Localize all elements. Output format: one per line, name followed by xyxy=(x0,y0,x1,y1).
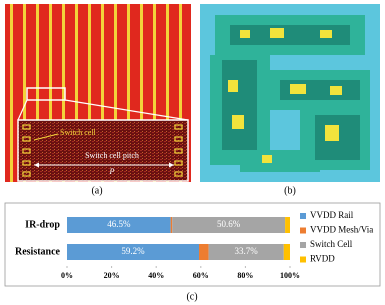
legend-label: VVDD Mesh/Via xyxy=(310,225,373,235)
legend-label: VVDD Rail xyxy=(310,210,354,220)
annotation: Switch cell xyxy=(60,128,97,137)
value-label: 46.5% xyxy=(107,219,131,229)
panel-b: (b) xyxy=(200,4,380,196)
value-label: 50.6% xyxy=(217,219,241,229)
annotation: P xyxy=(109,167,115,176)
annotation-arrow xyxy=(33,133,59,141)
legend-swatch xyxy=(300,213,306,219)
x-tick-label: 80% xyxy=(237,271,253,280)
bar-segment xyxy=(172,217,286,233)
bar-segment xyxy=(285,217,290,233)
switch-cells xyxy=(22,124,183,177)
x-tick-label: 0% xyxy=(61,271,73,280)
bar-segment xyxy=(67,217,171,233)
zoom-box xyxy=(26,87,66,101)
chart: 0% 20% 40% 60% 80% 100% IR-drop 46.5% 50.6% Resis… xyxy=(15,210,373,280)
legend-label: Switch Cell xyxy=(310,239,353,249)
value-label: 59.2% xyxy=(121,246,145,256)
bar-segment xyxy=(170,217,173,233)
annotation: Switch cell pitch xyxy=(85,151,139,160)
x-tick-label: 40% xyxy=(148,271,164,280)
zoom-line xyxy=(64,99,189,121)
panel-label: (a) xyxy=(91,185,102,196)
zoom-inset xyxy=(17,119,189,182)
legend-swatch xyxy=(300,227,306,234)
legend-label: RVDD xyxy=(310,254,335,264)
x-tick-label: 100% xyxy=(280,271,300,280)
x-tick-label: 20% xyxy=(104,271,120,280)
bar-segment xyxy=(199,244,209,260)
panel-label: (c) xyxy=(186,291,197,302)
legend-swatch xyxy=(300,242,306,248)
category-label: IR-drop xyxy=(25,219,60,230)
x-tick-label: 60% xyxy=(193,271,209,280)
legend-swatch xyxy=(300,256,306,263)
category-label: Resistance xyxy=(15,246,61,257)
value-label: 33.7% xyxy=(235,246,259,256)
bar-segment xyxy=(283,244,290,260)
ir-map-hotspot xyxy=(228,28,342,163)
zoom-line xyxy=(17,99,28,121)
bar-segment xyxy=(67,244,200,260)
panel-a: Switch cell Switch cell pitch P (a) xyxy=(5,4,191,196)
panel-label: (b) xyxy=(284,185,296,196)
bar-segment xyxy=(208,244,284,260)
